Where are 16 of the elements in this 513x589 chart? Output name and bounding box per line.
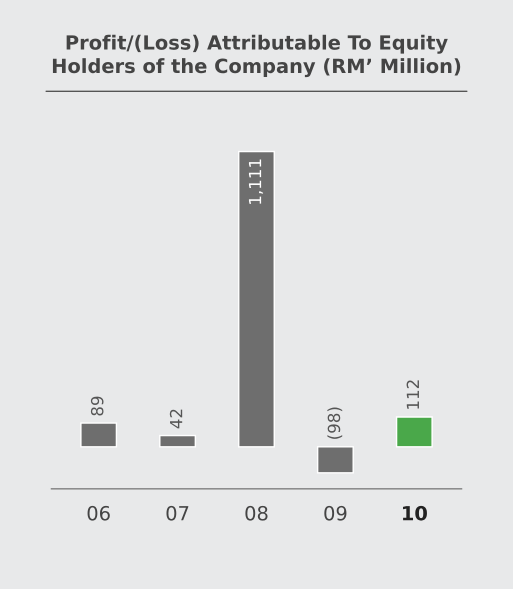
x-tick-label: 08	[245, 506, 268, 521]
data-label: 112	[406, 380, 419, 409]
bar	[159, 434, 196, 448]
bar	[396, 416, 433, 448]
data-label: (98)	[327, 408, 342, 439]
x-tick-label: 09	[324, 506, 346, 521]
bar	[316, 446, 354, 474]
x-tick-label: 10	[403, 506, 427, 521]
x-tick-label: 07	[166, 506, 188, 521]
data-label: 42	[170, 410, 182, 428]
bar	[238, 150, 275, 448]
x-tick-label: 06	[88, 506, 110, 521]
data-label: 89	[90, 396, 104, 416]
data-label: 1,111	[248, 160, 264, 204]
bar	[80, 422, 118, 448]
chart-title: Profit/(Loss) Attributable To Equity Holders of the Company (RM’ Million)	[52, 34, 460, 78]
